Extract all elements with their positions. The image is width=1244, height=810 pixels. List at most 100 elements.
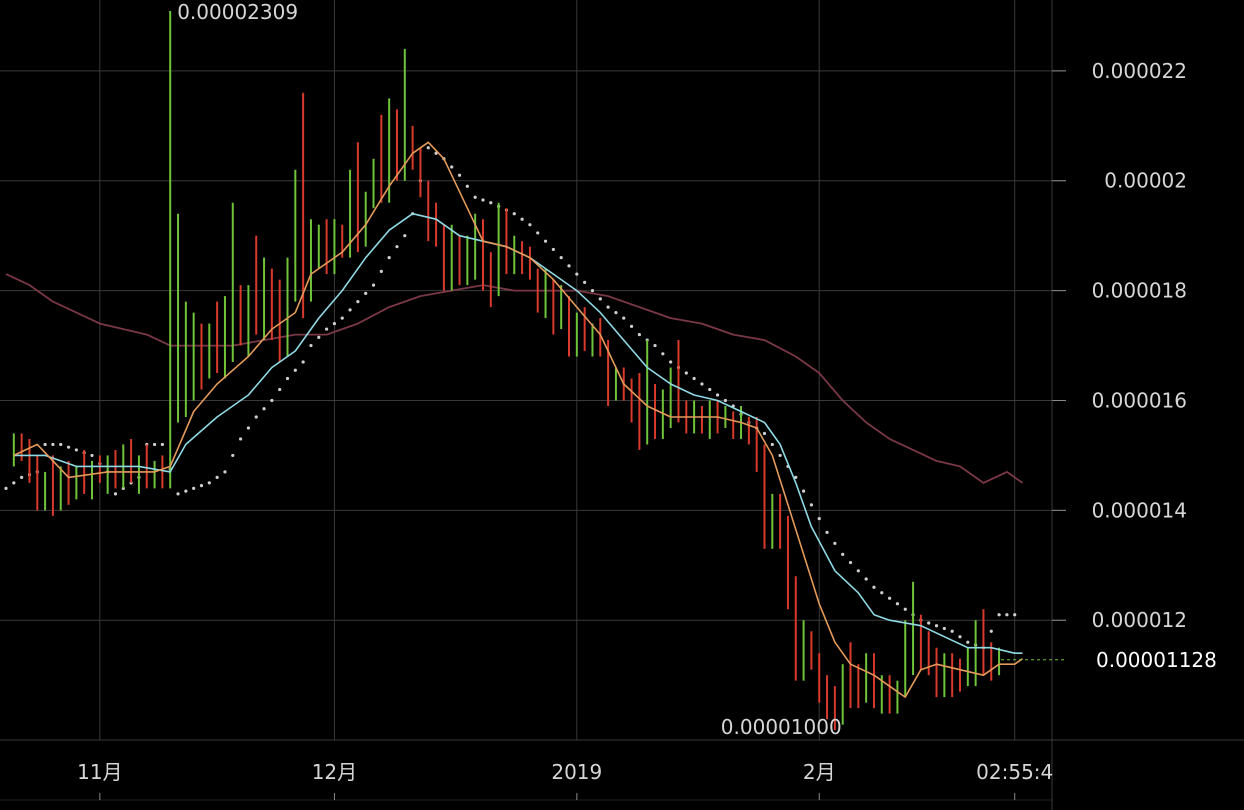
sar-dot [59, 442, 63, 447]
sar-dot [489, 201, 493, 205]
sar-dot [567, 264, 571, 268]
last-price-label: 0.00001128 [1096, 648, 1217, 672]
y-tick-label: 0.000014 [1092, 498, 1187, 522]
sar-dot [199, 484, 204, 488]
sar-dot [927, 621, 931, 625]
sar-dot [590, 289, 595, 293]
sar-dot [895, 602, 900, 606]
sar-dot [559, 256, 563, 260]
x-tick-label: 2月 [803, 760, 836, 784]
sar-dot [285, 376, 290, 381]
ma-mid-line [13, 212, 1023, 654]
sar-dot [74, 448, 78, 452]
sar-dot [856, 569, 860, 573]
sar-dot [637, 332, 641, 337]
sar-dot [160, 442, 164, 447]
y-tick-label: 0.000012 [1092, 608, 1187, 632]
ma-fast-line [13, 141, 1023, 698]
sar-dot [629, 324, 634, 328]
sar-dot [708, 387, 712, 392]
sar-dot [207, 481, 211, 485]
sar-dot [223, 470, 227, 474]
sar-dot [473, 195, 477, 199]
sar-dot [934, 624, 939, 628]
sar-dot [20, 475, 24, 480]
sar-dot [653, 343, 657, 348]
sar-dot [238, 437, 243, 441]
sar-dot [833, 541, 837, 545]
sar-dot [231, 453, 235, 458]
low-price-label: 0.00001000 [721, 715, 842, 739]
sar-dot [176, 492, 180, 496]
sar-dot [622, 316, 626, 320]
sar-dot [825, 530, 829, 534]
sar-dot [403, 234, 407, 238]
sar-dot [692, 376, 696, 381]
y-tick-label: 0.00002 [1104, 169, 1187, 193]
axes: 0.000022 0.00002 0.000018 0.000016 0.000014 0… [77, 59, 1187, 800]
sar-dot [520, 217, 524, 221]
x-tick-label: 02:55:4 [976, 760, 1053, 784]
sar-dot [465, 184, 469, 188]
sar-dot [90, 453, 94, 458]
sar-dot [684, 371, 688, 375]
sar-dot [317, 335, 321, 339]
high-price-label: 0.00002309 [177, 0, 298, 24]
sar-dot [614, 310, 618, 315]
sar-dot [364, 291, 368, 295]
sar-dot [332, 321, 337, 326]
sar-dot [551, 247, 555, 252]
x-tick-label: 11月 [77, 760, 122, 784]
sar-dot [348, 308, 352, 312]
sar-dot [387, 256, 391, 260]
sar-dot [528, 223, 532, 227]
sar-dot [426, 146, 430, 150]
sar-dot [1013, 613, 1017, 617]
sar-dot [340, 316, 344, 320]
x-tick-label: 2019 [551, 760, 602, 784]
sar-dot [450, 165, 454, 169]
sar-dot [293, 368, 297, 372]
sar-dot [864, 577, 868, 581]
ma-mid-path [13, 212, 1023, 654]
sar-dot [512, 212, 516, 216]
sar-dot [1005, 613, 1009, 617]
sar-dot [817, 517, 821, 521]
sar-dot [12, 481, 16, 485]
sar-dot [379, 269, 383, 273]
annotations: 0.00002309 0.00001000 0.00001128 [177, 0, 1217, 739]
sar-dot [457, 173, 462, 177]
sar-dot [262, 407, 266, 411]
sar-dot [192, 486, 196, 490]
sar-dot [606, 305, 610, 309]
sar-dot [278, 387, 282, 392]
sar-dot [848, 560, 853, 565]
sar-dot [325, 327, 329, 331]
sar-dot [113, 492, 118, 496]
sar-dot [903, 607, 907, 611]
sar-dot [536, 231, 540, 235]
sar-dot [966, 640, 970, 644]
sar-dot [715, 393, 720, 397]
sar-dot [356, 300, 360, 304]
ma-fast-path [13, 141, 1023, 698]
ma-slow-path [5, 273, 1024, 484]
sar-dot [661, 352, 665, 356]
sar-dot [723, 398, 727, 403]
sar-dot [543, 239, 548, 243]
sar-dot [872, 585, 876, 589]
sar-dot [575, 272, 579, 276]
sar-dot [395, 245, 399, 249]
sar-dot [762, 431, 767, 436]
sar-dot [598, 297, 602, 301]
y-tick-label: 0.000016 [1092, 388, 1187, 412]
sar-dot [4, 486, 8, 490]
sar-dot [770, 442, 774, 447]
sar-dot [841, 552, 845, 556]
sar-dot [246, 426, 251, 430]
y-tick-label: 0.000018 [1092, 279, 1187, 303]
sar-dot [270, 398, 274, 403]
sar-dot [950, 629, 954, 633]
